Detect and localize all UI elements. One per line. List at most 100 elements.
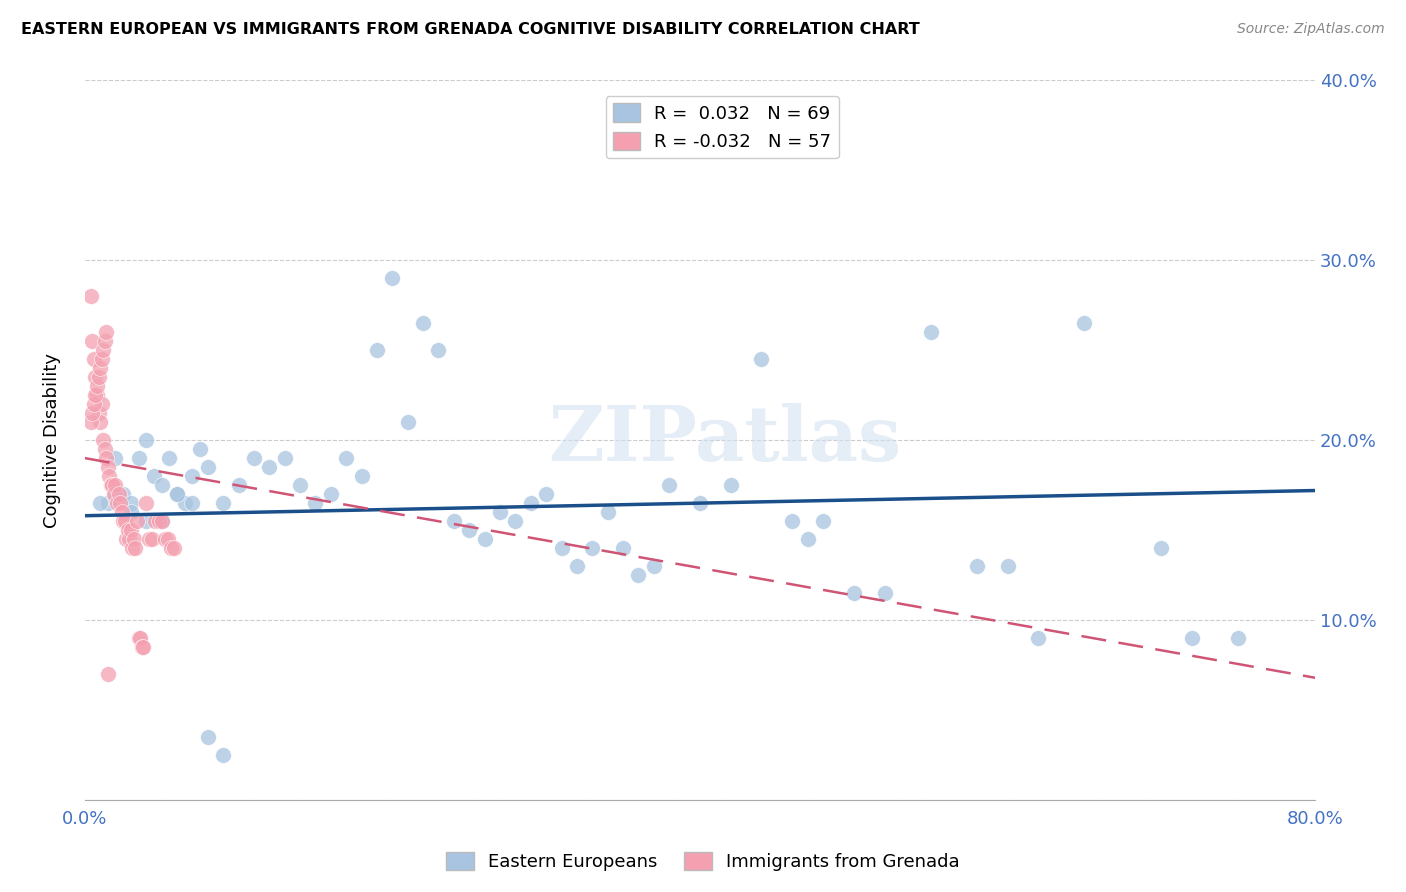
Point	[443, 514, 465, 528]
Point	[1073, 316, 1095, 330]
Point	[751, 352, 773, 367]
Point	[166, 487, 188, 501]
Point	[117, 523, 139, 537]
Point	[101, 478, 124, 492]
Point	[89, 496, 111, 510]
Point	[565, 559, 588, 574]
Point	[780, 514, 803, 528]
Point	[612, 541, 634, 556]
Point	[259, 460, 281, 475]
Point	[335, 451, 357, 466]
Point	[1150, 541, 1173, 556]
Point	[873, 586, 896, 600]
Point	[91, 343, 114, 357]
Point	[458, 523, 481, 537]
Point	[197, 730, 219, 744]
Point	[80, 289, 103, 303]
Point	[920, 325, 942, 339]
Point	[105, 496, 128, 510]
Point	[111, 505, 134, 519]
Point	[115, 532, 138, 546]
Point	[997, 559, 1019, 574]
Point	[319, 487, 342, 501]
Point	[91, 433, 114, 447]
Point	[720, 478, 742, 492]
Point	[89, 415, 111, 429]
Point	[181, 469, 204, 483]
Point	[141, 532, 163, 546]
Point	[90, 397, 112, 411]
Point	[350, 469, 373, 483]
Point	[135, 433, 157, 447]
Point	[128, 631, 150, 645]
Point	[212, 496, 235, 510]
Text: EASTERN EUROPEAN VS IMMIGRANTS FROM GRENADA COGNITIVE DISABILITY CORRELATION CHA: EASTERN EUROPEAN VS IMMIGRANTS FROM GREN…	[21, 22, 920, 37]
Point	[138, 532, 160, 546]
Point	[89, 361, 111, 376]
Point	[156, 532, 179, 546]
Point	[84, 370, 107, 384]
Point	[150, 514, 173, 528]
Point	[811, 514, 834, 528]
Point	[104, 451, 127, 466]
Legend: R =  0.032   N = 69, R = -0.032   N = 57: R = 0.032 N = 69, R = -0.032 N = 57	[606, 96, 838, 159]
Point	[86, 388, 108, 402]
Point	[120, 505, 142, 519]
Point	[120, 523, 142, 537]
Point	[288, 478, 311, 492]
Point	[520, 496, 543, 510]
Point	[107, 487, 129, 501]
Y-axis label: Cognitive Disability: Cognitive Disability	[44, 352, 60, 527]
Point	[103, 487, 125, 501]
Point	[124, 541, 146, 556]
Point	[396, 415, 419, 429]
Point	[181, 496, 204, 510]
Point	[83, 352, 105, 367]
Point	[366, 343, 388, 357]
Point	[243, 451, 266, 466]
Point	[83, 397, 105, 411]
Point	[104, 487, 127, 501]
Point	[427, 343, 450, 357]
Point	[188, 442, 211, 456]
Point	[82, 334, 104, 348]
Point	[96, 451, 118, 466]
Point	[1227, 631, 1250, 645]
Text: ZIPatlas: ZIPatlas	[548, 403, 901, 477]
Point	[173, 496, 195, 510]
Point	[842, 586, 865, 600]
Point	[128, 451, 150, 466]
Point	[197, 460, 219, 475]
Point	[87, 406, 110, 420]
Point	[160, 541, 183, 556]
Legend: Eastern Europeans, Immigrants from Grenada: Eastern Europeans, Immigrants from Grena…	[439, 845, 967, 879]
Point	[150, 514, 173, 528]
Point	[97, 460, 120, 475]
Point	[796, 532, 818, 546]
Point	[125, 514, 148, 528]
Point	[581, 541, 603, 556]
Point	[93, 442, 115, 456]
Point	[135, 496, 157, 510]
Point	[96, 325, 118, 339]
Point	[87, 370, 110, 384]
Point	[97, 496, 120, 510]
Point	[157, 451, 180, 466]
Point	[100, 478, 122, 492]
Point	[104, 478, 127, 492]
Point	[228, 478, 250, 492]
Point	[112, 487, 135, 501]
Point	[304, 496, 326, 510]
Point	[689, 496, 711, 510]
Point	[135, 514, 157, 528]
Point	[273, 451, 295, 466]
Point	[108, 496, 131, 510]
Point	[90, 352, 112, 367]
Point	[643, 559, 665, 574]
Point	[82, 406, 104, 420]
Point	[112, 514, 135, 528]
Point	[145, 514, 167, 528]
Point	[142, 469, 165, 483]
Point	[84, 388, 107, 402]
Point	[1181, 631, 1204, 645]
